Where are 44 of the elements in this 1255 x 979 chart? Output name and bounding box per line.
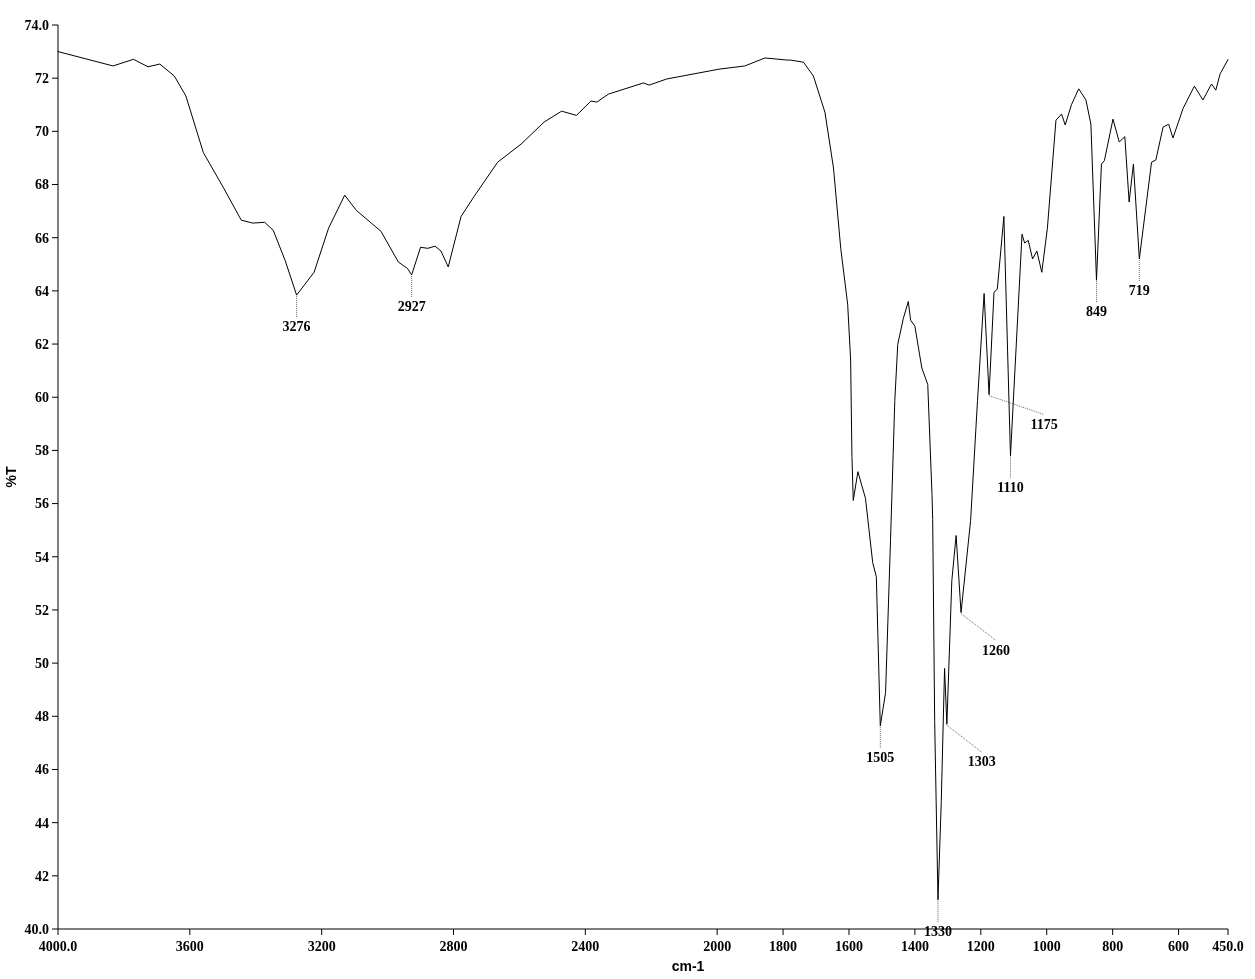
y-tick-label: 42: [35, 868, 49, 884]
annotation: 1260: [982, 642, 1011, 658]
y-tick-label: 44: [35, 815, 49, 831]
y-tick-label: 72: [35, 71, 49, 87]
annotation: 1330: [923, 923, 952, 939]
y-tick-label: 56: [35, 496, 49, 512]
annotation: 1110: [997, 479, 1024, 495]
x-tick-label: 600: [1168, 939, 1190, 954]
y-tick-label: 52: [35, 602, 49, 618]
x-tick-label: 1200: [966, 939, 995, 954]
y-tick-label: 54: [35, 549, 49, 565]
y-tick-label: 46: [35, 762, 49, 778]
annotation: 1303: [967, 754, 996, 770]
annotation: 2927: [397, 298, 426, 314]
x-tick-label: 1800: [769, 939, 798, 954]
annotation: 1505: [866, 749, 895, 765]
y-tick-label: 48: [35, 709, 49, 725]
annotation: 849: [1086, 304, 1107, 320]
annotation: 1175: [1030, 416, 1058, 432]
x-tick-label: 4000.0: [38, 939, 78, 954]
y-tick-label: 64: [35, 283, 49, 299]
x-tick-label: 1600: [834, 939, 863, 954]
x-tick-label: 2400: [571, 939, 600, 954]
y-tick-label: 68: [35, 177, 49, 193]
x-axis-title: cm-1: [671, 958, 705, 974]
x-tick-label: 450.0: [1212, 939, 1244, 954]
x-tick-label: 2800: [439, 939, 468, 954]
annotation: 3276: [282, 319, 311, 335]
x-tick-label: 1000: [1032, 939, 1061, 954]
x-tick-label: 3600: [175, 939, 204, 954]
x-tick-label: 3200: [307, 939, 336, 954]
y-tick-label: 58: [35, 443, 49, 459]
y-tick-label: 50: [35, 656, 49, 672]
y-tick-label: 70: [35, 124, 49, 140]
y-tick-label: 60: [35, 390, 49, 406]
annotation: 719: [1128, 282, 1150, 298]
y-axis-title: %T: [3, 466, 19, 488]
x-tick-label: 1400: [900, 939, 929, 954]
x-tick-label: 800: [1102, 939, 1124, 954]
y-tick-label: 40.0: [24, 921, 49, 937]
x-tick-label: 2000: [703, 939, 732, 954]
y-tick-label: 74.0: [24, 17, 49, 33]
y-tick-label: 62: [35, 336, 49, 352]
y-tick-label: 66: [35, 230, 49, 246]
